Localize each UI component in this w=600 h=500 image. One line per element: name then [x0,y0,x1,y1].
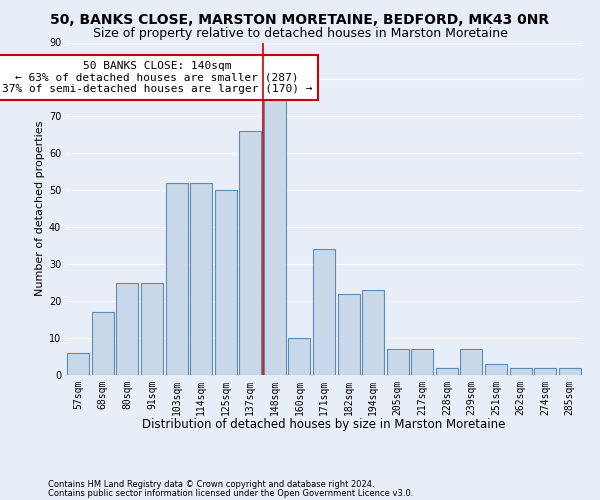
Text: Contains HM Land Registry data © Crown copyright and database right 2024.: Contains HM Land Registry data © Crown c… [48,480,374,489]
Bar [67,353,89,375]
Bar [534,368,556,375]
Bar [338,294,359,375]
Bar [559,368,581,375]
Bar [436,368,458,375]
Bar [460,349,482,375]
Bar [92,312,114,375]
Text: Size of property relative to detached houses in Marston Moretaine: Size of property relative to detached ho… [92,28,508,40]
Text: 50 BANKS CLOSE: 140sqm
← 63% of detached houses are smaller (287)
37% of semi-de: 50 BANKS CLOSE: 140sqm ← 63% of detached… [2,61,312,94]
Bar [289,338,310,375]
Bar [166,183,188,375]
X-axis label: Distribution of detached houses by size in Marston Moretaine: Distribution of detached houses by size … [142,418,506,431]
Bar [141,282,163,375]
Bar [239,131,262,375]
Bar [313,250,335,375]
Bar [509,368,532,375]
Bar [362,290,384,375]
Text: 50, BANKS CLOSE, MARSTON MORETAINE, BEDFORD, MK43 0NR: 50, BANKS CLOSE, MARSTON MORETAINE, BEDF… [50,12,550,26]
Bar [264,98,286,375]
Bar [116,282,139,375]
Bar [190,183,212,375]
Bar [215,190,237,375]
Y-axis label: Number of detached properties: Number of detached properties [35,121,44,296]
Text: Contains public sector information licensed under the Open Government Licence v3: Contains public sector information licen… [48,489,413,498]
Bar [386,349,409,375]
Bar [485,364,507,375]
Bar [411,349,433,375]
